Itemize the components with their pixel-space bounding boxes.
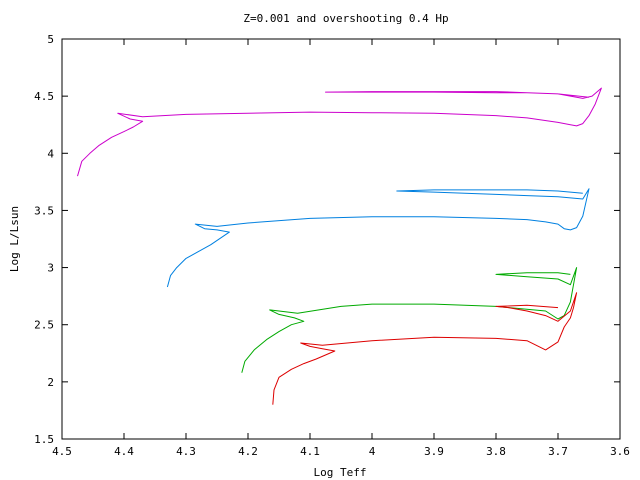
x-tick-label: 3.9: [424, 445, 444, 458]
x-tick-label: 4.2: [238, 445, 258, 458]
y-tick-label: 5: [47, 33, 54, 46]
y-tick-label: 3.5: [34, 204, 54, 217]
y-tick-label: 4.5: [34, 90, 54, 103]
track-series-2: [166, 188, 590, 288]
track-series-4: [272, 292, 578, 405]
y-tick-label: 2: [47, 376, 54, 389]
y-axis-label: Log L/Lsun: [8, 206, 21, 272]
y-tick-label: 1.5: [34, 433, 54, 446]
x-tick-label: 3.6: [610, 445, 630, 458]
track-series-3: [241, 267, 578, 373]
x-tick-label: 4.3: [176, 445, 196, 458]
x-tick-label: 3.7: [548, 445, 568, 458]
plot-frame: [61, 38, 621, 440]
x-tick-label: 4.1: [300, 445, 320, 458]
series-group: [77, 87, 602, 405]
x-tick-label: 4.4: [114, 445, 134, 458]
chart-title: Z=0.001 and overshooting 0.4 Hp: [243, 12, 448, 25]
axis-ticks: 4.5 4.4 4.3 4.2 4.1 4 3.9 3.8 3.7 3.6 1.5 2 2.5 3 3.5 4…: [34, 33, 630, 458]
x-tick-label: 4: [369, 445, 376, 458]
track-series-1: [77, 87, 602, 177]
y-tick-label: 2.5: [34, 319, 54, 332]
y-tick-label: 3: [47, 262, 54, 275]
x-tick-label: 4.5: [52, 445, 72, 458]
x-axis-label: Log Teff: [314, 466, 367, 479]
x-tick-label: 3.8: [486, 445, 506, 458]
y-tick-label: 4: [47, 147, 54, 160]
